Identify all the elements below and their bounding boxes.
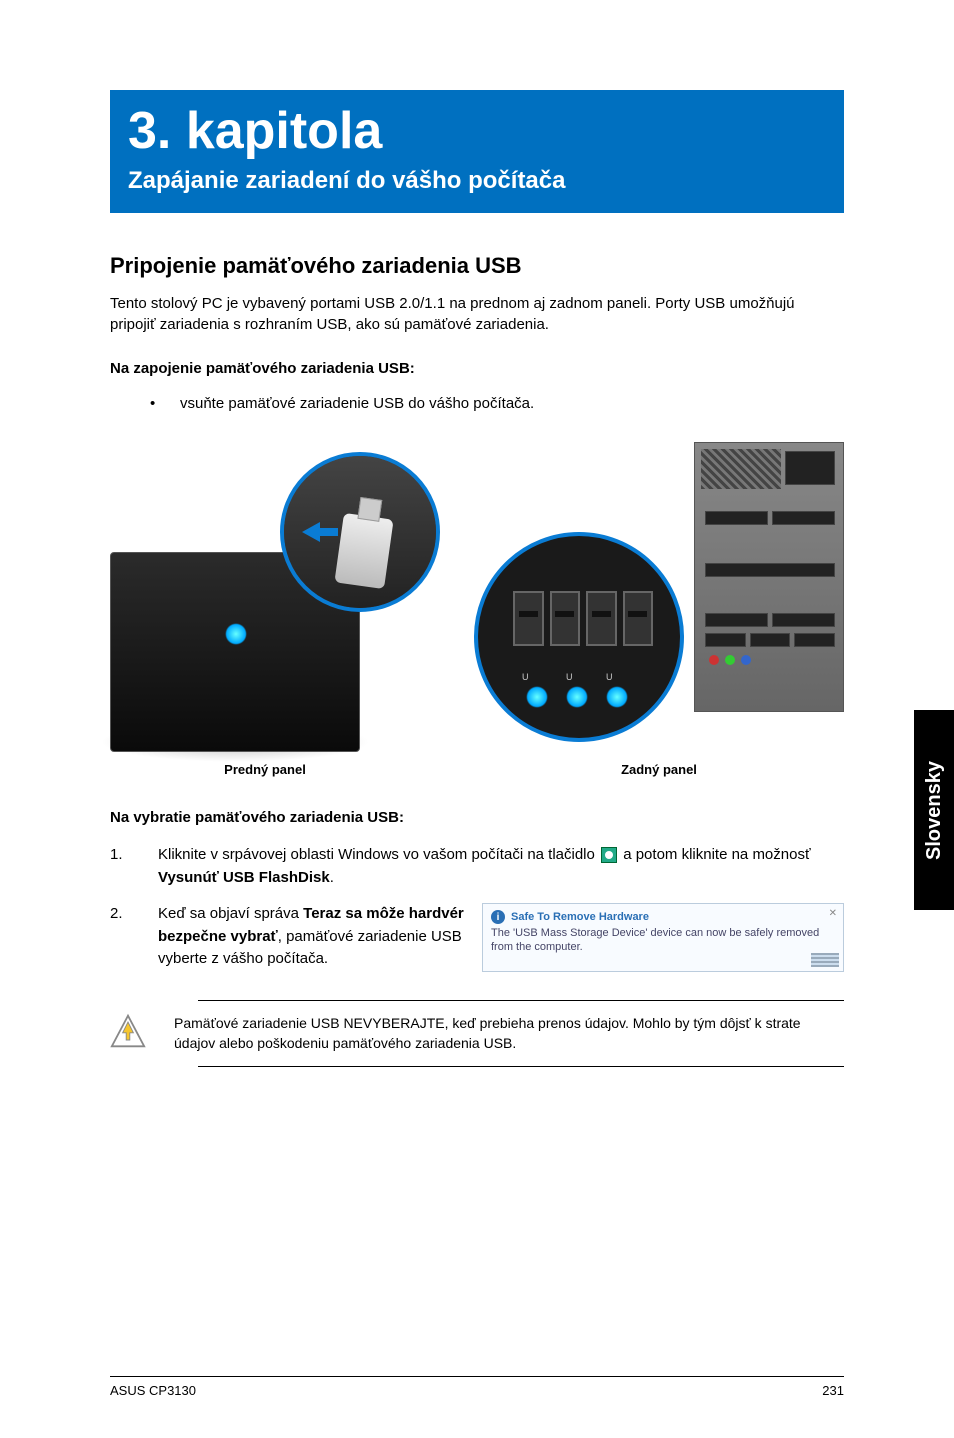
usb-flash-drive-icon: [334, 513, 393, 589]
front-zoom-bubble: [280, 452, 440, 612]
step-2-row: 2. Keď sa objaví správa Teraz sa môže ha…: [110, 903, 844, 972]
front-panel-column: Predný panel: [110, 452, 420, 777]
remove-procedure-label: Na vybratie pamäťového zariadenia USB:: [110, 809, 844, 826]
step-1-text-post: a potom kliknite na možnosť: [623, 846, 810, 863]
toast-close-icon: ✕: [829, 908, 837, 919]
front-panel-caption: Predný panel: [110, 762, 420, 777]
toast-info-icon: i: [491, 910, 505, 924]
chapter-title: 3. kapitola: [128, 104, 826, 159]
page-footer: ASUS CP3130 231: [110, 1376, 844, 1398]
footer-page-number: 231: [822, 1383, 844, 1398]
language-label: Slovensky: [923, 761, 946, 860]
intro-paragraph: Tento stolový PC je vybavený portami USB…: [110, 293, 844, 337]
bullet-marker: •: [150, 395, 180, 412]
pc-tower-rear: [694, 442, 844, 712]
step-2-body: Keď sa objaví správa Teraz sa môže hardv…: [158, 903, 470, 972]
language-side-tab: Slovensky: [914, 710, 954, 910]
front-panel-illustration: [110, 452, 420, 752]
toast-title-row: i Safe To Remove Hardware: [491, 910, 835, 924]
step-1-text-pre: Kliknite v srpávovej oblasti Windows vo …: [158, 846, 599, 863]
rear-usb-ports: [513, 591, 653, 646]
step-1-row: 1. Kliknite v srpávovej oblasti Windows …: [110, 844, 844, 889]
step-2-number: 2.: [110, 903, 158, 972]
connect-bullet-text: vsuňte pamäťové zariadenie USB do vášho …: [180, 395, 534, 412]
rear-panel-column: UUU Zadný panel: [474, 442, 844, 777]
connect-procedure-label: Na zapojenie pamäťového zariadenia USB:: [110, 360, 844, 377]
rear-panel-illustration: UUU: [474, 442, 844, 752]
step-1-body: Kliknite v srpávovej oblasti Windows vo …: [158, 844, 844, 889]
warning-callout: Pamäťové zariadenie USB NEVYBERAJTE, keď…: [198, 1000, 844, 1067]
rear-zoom-bubble: UUU: [474, 532, 684, 742]
toast-taskbar-strip: [811, 953, 839, 967]
rear-panel-caption: Zadný panel: [474, 762, 844, 777]
chapter-header: 3. kapitola Zapájanie zariadení do vášho…: [110, 90, 844, 213]
insert-arrow-icon: [302, 522, 320, 542]
step-2-text-pre: Keď sa objaví správa: [158, 905, 303, 922]
step-1-number: 1.: [110, 844, 158, 889]
warning-icon: [110, 1013, 146, 1054]
footer-model: ASUS CP3130: [110, 1383, 196, 1398]
section-heading: Pripojenie pamäťového zariadenia USB: [110, 253, 844, 279]
toast-body: The 'USB Mass Storage Device' device can…: [491, 926, 835, 955]
panel-illustrations-row: Predný panel UUU: [110, 442, 844, 777]
warning-text: Pamäťové zariadenie USB NEVYBERAJTE, keď…: [174, 1013, 844, 1054]
connect-bullet-row: • vsuňte pamäťové zariadenie USB do vášh…: [150, 395, 844, 412]
toast-title: Safe To Remove Hardware: [511, 911, 649, 923]
chapter-subtitle: Zapájanie zariadení do vášho počítača: [128, 167, 826, 195]
safe-to-remove-toast: ✕ i Safe To Remove Hardware The 'USB Mas…: [482, 903, 844, 972]
step-1-bold: Vysunúť USB FlashDisk: [158, 869, 330, 886]
safely-remove-tray-icon: [601, 847, 617, 863]
step-1-end: .: [330, 869, 334, 886]
